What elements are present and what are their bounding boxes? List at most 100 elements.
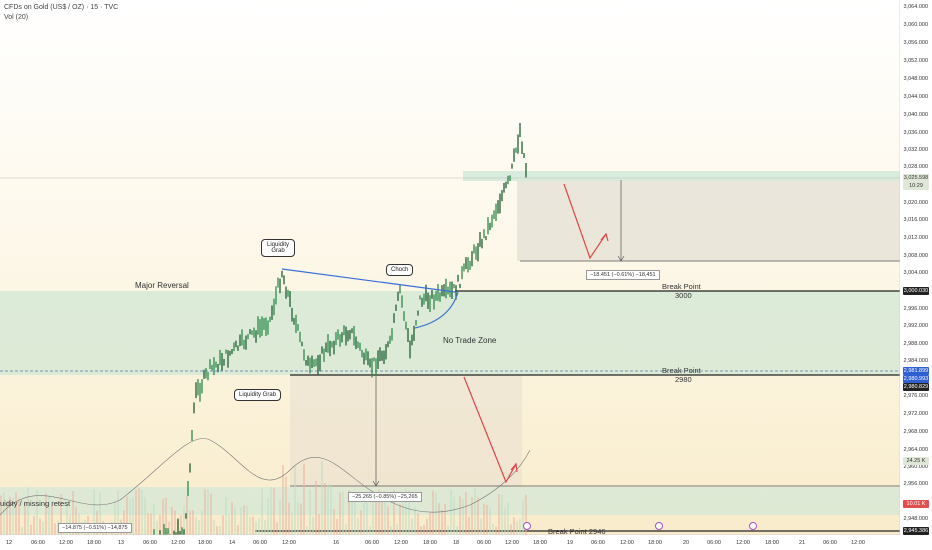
volume-bar [297,502,299,535]
break-point-2980-value: 2980 [675,375,692,384]
volume-bar [24,501,26,535]
price-badge: 2,945.386 [903,527,929,535]
volume-bar [150,513,152,535]
price-tick-label: 2,992.000 [903,323,928,329]
volume-bar [243,505,245,535]
volume-bar [225,496,227,535]
volume-bar [156,520,158,535]
volume-bar [144,496,146,535]
price-tick-label: 2,948.000 [903,516,928,522]
time-tick-label: 18:00 [765,540,779,546]
volume-bar [201,510,203,535]
price-tick-label: 3,056.000 [903,40,928,46]
time-tick-label: 06:00 [823,540,837,546]
volume-bar [330,484,332,535]
volume-bar [336,518,338,535]
volume-bar [414,506,416,535]
measure-mid-arrowhead [372,480,380,487]
supply-zone-box [463,171,900,181]
volume-bar [351,494,353,535]
volume-bar [273,487,275,535]
volume-bar [12,498,14,535]
volume-bar [504,508,506,535]
volume-bar [180,515,182,535]
volume-bar [513,517,515,535]
break-point-3000-value: 3000 [675,291,692,300]
volume-bar [525,494,527,535]
time-tick-label: 21 [798,540,806,546]
us-flag-event-icon[interactable] [655,522,663,530]
time-tick-label: 12 [5,540,13,546]
symbol-title[interactable]: CFDs on Gold (US$ / OZ) · 15 · TVC [4,4,119,11]
volume-indicator-label[interactable]: Vol (20) [4,14,29,21]
volume-bar [444,503,446,535]
volume-bar [450,489,452,535]
price-tick-label: 2,960.000 [903,464,928,470]
volume-bar [447,525,449,535]
price-tick-label: 3,032.000 [903,147,928,153]
volume-bar [135,489,137,535]
time-tick-label: 18:00 [533,540,547,546]
volume-bar [42,521,44,535]
volume-bar [207,489,209,535]
volume-bar [303,463,305,535]
volume-bar [438,503,440,535]
volume-bar [435,493,437,535]
volume-bar [255,521,257,535]
volume-bar [333,508,335,535]
price-tick-label: 3,016.000 [903,217,928,223]
volume-bar [348,490,350,535]
volume-bar [162,498,164,535]
projection-arrow-bottom [463,376,517,484]
price-tick-label: 3,052.000 [903,58,928,64]
volume-bar [291,511,293,535]
volume-bar [93,489,95,535]
volume-bar [342,491,344,535]
volume-bar [309,489,311,535]
volume-bar [459,496,461,535]
volume-bar [417,513,419,535]
price-tick-label: 3,012.000 [903,235,928,241]
volume-bar [45,493,47,535]
price-tick-label: 3,028.000 [903,164,928,170]
measure-left-readout: −14.875 (−0.51%) −14,875 [58,523,132,533]
volume-bar [99,492,101,535]
volume-bar [27,487,29,535]
price-tick-label: 2,964.000 [903,447,928,453]
measure-top-readout: −18.451 (−0.61%) −18,451 [586,270,660,280]
time-tick-label: 06:00 [477,540,491,546]
volume-bar [411,518,413,535]
volume-bar [264,519,266,535]
volume-bar [228,514,230,535]
target-zone-box [517,180,900,261]
price-badge: 10:29 [903,182,929,190]
event-marker[interactable] [523,522,531,530]
volume-bar [0,495,2,535]
time-tick-label: 12:00 [282,540,296,546]
volume-bar [315,481,317,535]
time-tick-label: 20 [682,540,690,546]
volume-bar [195,516,197,535]
time-tick-label: 12:00 [505,540,519,546]
major-reversal-label: Major Reversal [135,281,189,290]
break-point-2980-title: Break Point [662,366,701,375]
volume-bar [375,494,377,535]
price-tick-label: 2,968.000 [903,429,928,435]
volume-bar [468,516,470,535]
volume-bar [18,498,20,535]
volume-bar [366,496,368,535]
volume-bar [456,526,458,535]
volume-bar [318,513,320,535]
us-flag-event-icon[interactable] [749,522,757,530]
time-tick-label: 19 [566,540,574,546]
volume-bar [75,506,77,535]
volume-bar [72,490,74,535]
price-tick-label: 2,996.000 [903,306,928,312]
volume-bar [159,515,161,535]
volume-bar [279,500,281,535]
volume-bar [432,490,434,535]
time-tick-label: 06:00 [253,540,267,546]
volume-bar [483,503,485,535]
time-tick-label: 13 [117,540,125,546]
